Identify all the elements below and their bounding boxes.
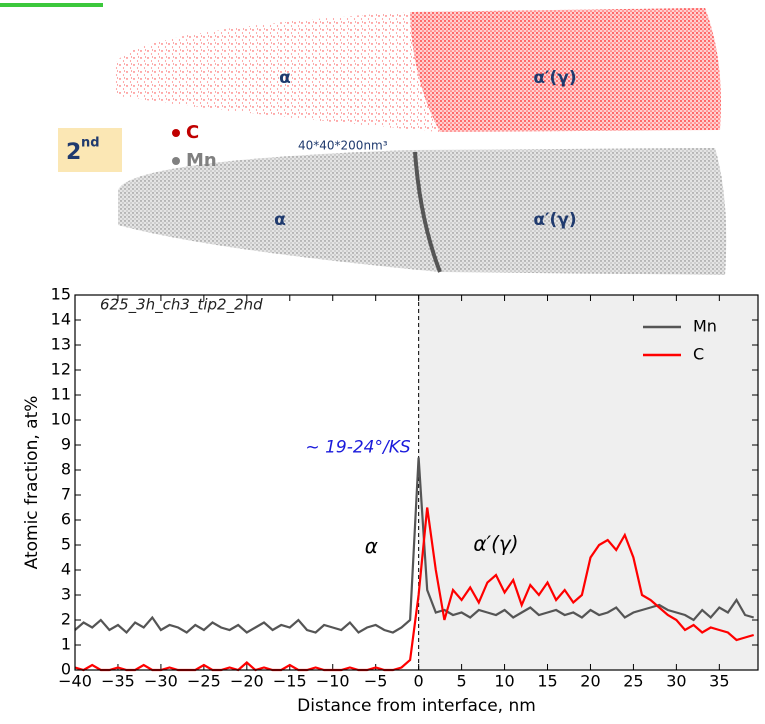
x-tick-label: −35: [101, 672, 135, 691]
plot-frame: [74, 294, 759, 671]
y-tick-label: 15: [51, 285, 71, 304]
y-axis-label: Atomic fraction, at%: [22, 396, 42, 570]
x-tick-label: −20: [230, 672, 264, 691]
phase-label: α′(γ): [533, 210, 576, 230]
y-tick-label: 0: [61, 660, 71, 679]
series-line: [74, 457, 755, 635]
x-tick-label: 5: [457, 672, 467, 691]
y-tick-label: 9: [61, 435, 71, 454]
x-tick-label: 35: [709, 672, 729, 691]
annotation: α′(γ): [473, 532, 518, 556]
annotation: ~ 19-24°/KS: [305, 438, 410, 458]
legend-dot: [172, 129, 180, 137]
annotation: 625_3h_ch3_tip2_2nd: [100, 296, 263, 315]
carbon-map-dense: [410, 8, 721, 132]
x-tick-label: −30: [144, 672, 178, 691]
badge-sup: nd: [81, 136, 100, 151]
x-tick-label: −5: [364, 672, 388, 691]
x-axis-label: Distance from interface, nm: [297, 696, 536, 716]
x-tick-label: 0: [414, 672, 424, 691]
map-legend-label: C: [186, 122, 199, 143]
shaded-region: [418, 295, 758, 670]
badge-number: 2: [66, 140, 81, 165]
x-tick-label: −25: [187, 672, 221, 691]
x-tick-label: 10: [494, 672, 514, 691]
x-tick-label: −10: [316, 672, 350, 691]
y-tick-label: 6: [61, 510, 71, 529]
y-tick-label: 2: [61, 610, 71, 629]
phase-label: α: [274, 210, 286, 230]
y-tick-label: 5: [61, 535, 71, 554]
y-tick-label: 10: [51, 410, 71, 429]
dimensions: 40*40*200nm³: [298, 139, 388, 153]
y-tick-label: 7: [61, 485, 71, 504]
x-tick-label: 25: [623, 672, 643, 691]
phase-label: α: [279, 68, 291, 88]
y-tick-label: 3: [61, 585, 71, 604]
map-legend-label: Mn: [186, 150, 217, 171]
x-tick-label: 15: [537, 672, 557, 691]
x-tick-label: −40: [58, 672, 92, 691]
y-tick-label: 13: [51, 335, 71, 354]
map-images: [58, 8, 727, 275]
interface-line: [413, 151, 442, 273]
legend-label: Mn: [693, 317, 717, 336]
annotation: α: [365, 534, 378, 558]
legend-dot: [172, 157, 180, 165]
y-tick-label: 8: [61, 460, 71, 479]
x-tick-label: −15: [273, 672, 307, 691]
legend-label: C: [693, 345, 704, 364]
y-tick-label: 12: [51, 360, 71, 379]
y-tick-label: 14: [51, 310, 71, 329]
y-tick-label: 4: [61, 560, 71, 579]
phase-label: α′(γ): [533, 68, 576, 88]
badge: [58, 128, 122, 172]
x-tick-label: 20: [580, 672, 600, 691]
x-tick-label: 30: [666, 672, 686, 691]
y-tick-label: 1: [61, 635, 71, 654]
y-tick-label: 11: [51, 385, 71, 404]
